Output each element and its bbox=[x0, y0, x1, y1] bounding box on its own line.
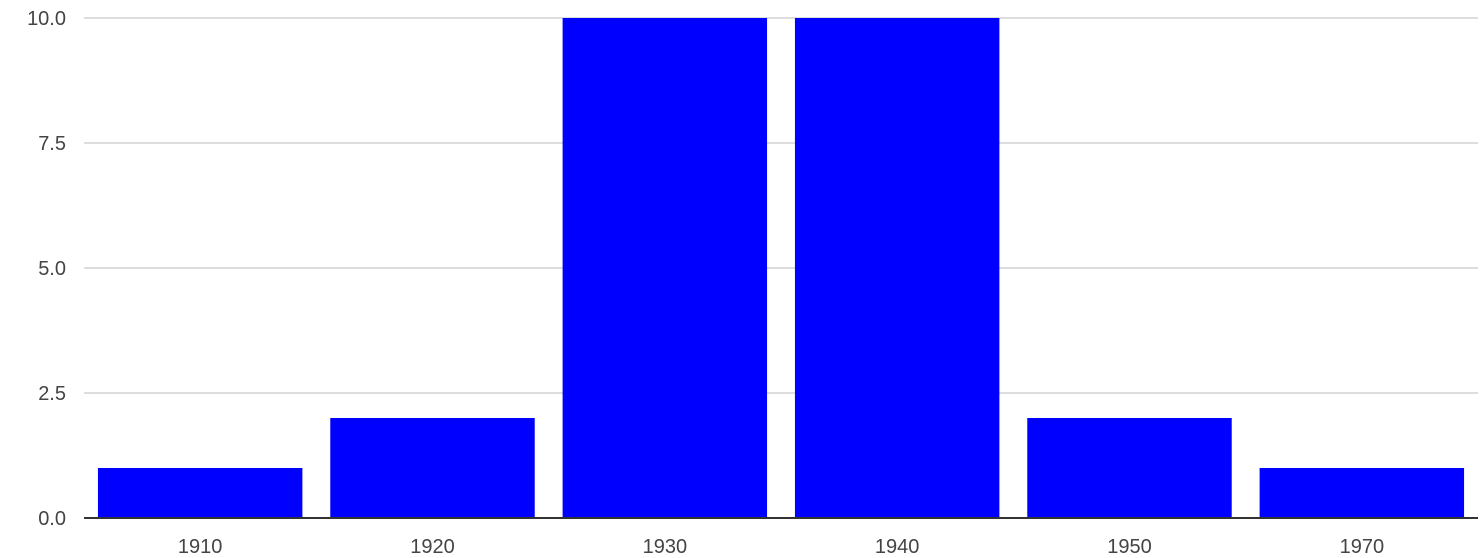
bar-1930 bbox=[562, 18, 768, 518]
x-tick-label: 1910 bbox=[178, 536, 223, 558]
y-tick-label: 10.0 bbox=[27, 8, 66, 30]
y-tick-label: 0.0 bbox=[38, 508, 66, 530]
bar-1910 bbox=[97, 468, 303, 518]
x-tick-label: 1970 bbox=[1340, 536, 1385, 558]
gridlines bbox=[84, 17, 1478, 394]
y-tick-label: 7.5 bbox=[38, 133, 66, 155]
x-tick-label: 1930 bbox=[643, 536, 688, 558]
bar-1950 bbox=[1027, 418, 1232, 518]
bar-1920 bbox=[330, 418, 535, 518]
x-tick-label: 1920 bbox=[410, 536, 455, 558]
y-axis-tick-labels: 0.0 2.5 5.0 7.5 10.0 bbox=[27, 8, 66, 530]
x-axis-tick-labels: 1910 1920 1930 1940 1950 1970 bbox=[178, 536, 1384, 558]
y-tick-label: 2.5 bbox=[38, 383, 66, 405]
bar-1970 bbox=[1259, 468, 1465, 518]
x-tick-label: 1950 bbox=[1107, 536, 1152, 558]
y-tick-label: 5.0 bbox=[38, 258, 66, 280]
bars bbox=[97, 18, 1465, 518]
bar-1940 bbox=[794, 18, 1000, 518]
x-tick-label: 1940 bbox=[875, 536, 920, 558]
